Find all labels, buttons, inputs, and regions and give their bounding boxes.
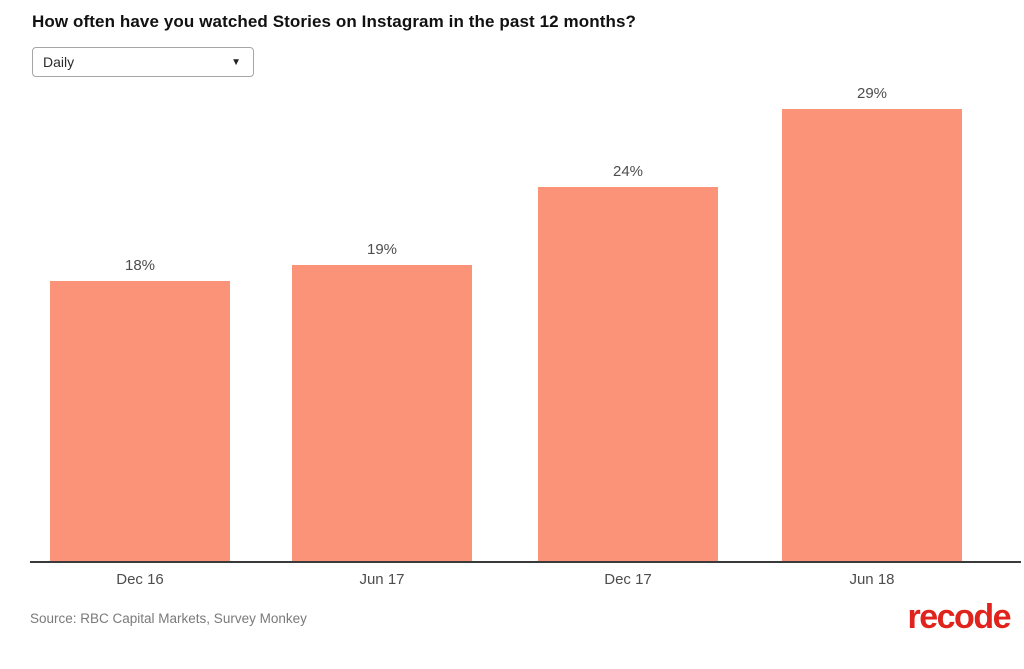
recode-logo: recode [907,598,1012,636]
x-axis-tick-label: Jun 18 [849,571,895,588]
x-axis-tick-label: Dec 17 [604,571,652,588]
bar [538,187,718,562]
frequency-dropdown-value: Daily [43,54,75,70]
bar [782,109,962,562]
bar-value-label: 18% [124,257,156,274]
bar [50,281,230,562]
plot-area: 18% 19% 24% 29% [50,85,962,562]
x-axis-line [30,561,1021,563]
x-axis-tick-label: Dec 16 [116,571,164,588]
chevron-down-icon: ▼ [231,56,241,68]
source-text: Source: RBC Capital Markets, Survey Monk… [30,611,307,626]
bar-value-label: 19% [366,241,398,258]
x-axis-tick-label: Jun 17 [359,571,405,588]
bar [292,265,472,562]
chart-title: How often have you watched Stories on In… [32,12,636,31]
bar-value-label: 29% [856,85,888,102]
bar-value-label: 24% [612,163,644,180]
frequency-dropdown[interactable]: Daily ▼ [32,47,254,77]
